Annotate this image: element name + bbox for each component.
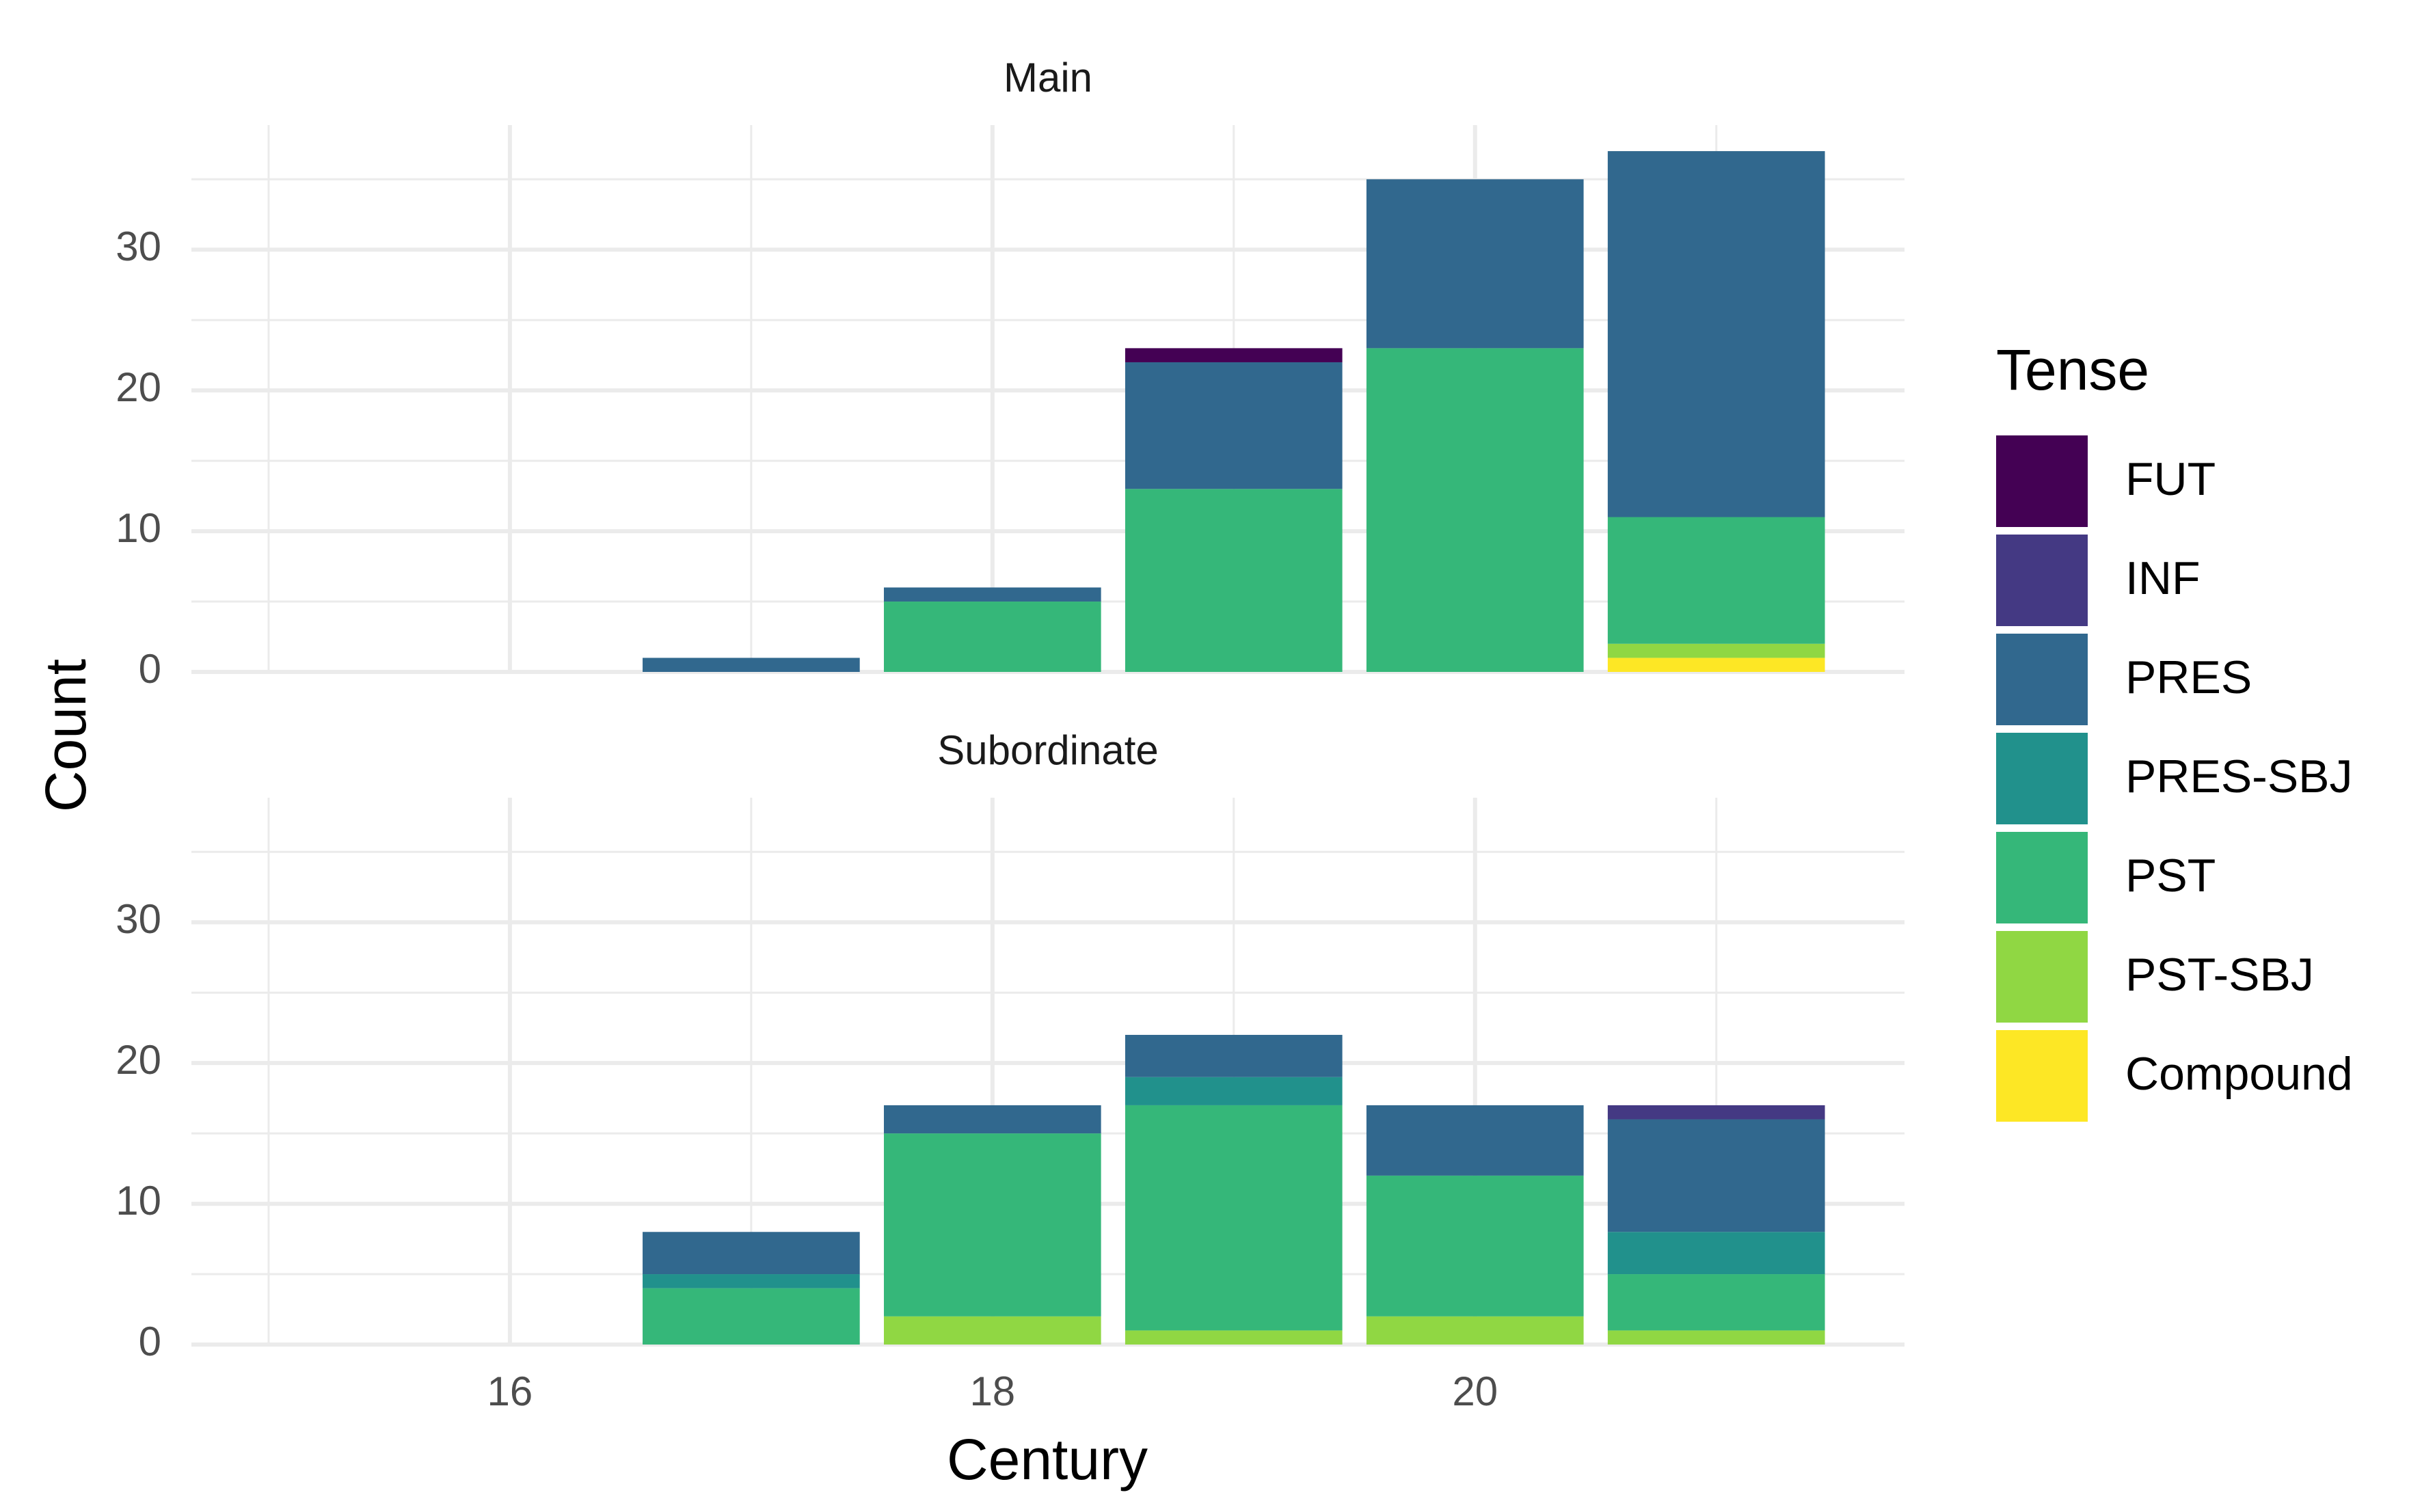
legend-label: Compound — [2125, 1048, 2353, 1100]
bar-segment-pres — [883, 1105, 1101, 1134]
y-tick-label: 30 — [116, 224, 161, 269]
legend-items: FUT INF PRES PRES-SBJ PST PST-SBJ Compound — [1996, 435, 2353, 1122]
y-tick-label: 20 — [116, 364, 161, 410]
bar-segment-pres-sbj — [1607, 1232, 1825, 1275]
legend: Tense FUT INF PRES PRES-SBJ PST PST-SBJ Compou… — [1996, 338, 2353, 1122]
bar-segment-pst-sbj — [1366, 1316, 1584, 1345]
bar-segment-pst-sbj — [883, 1316, 1101, 1345]
bar-segment-pst — [1607, 517, 1825, 644]
bar-segment-pres — [1125, 1034, 1343, 1077]
bar-segment-pst — [1366, 348, 1584, 672]
facet-strip-title: Main — [1004, 55, 1092, 100]
bar-segment-pres — [643, 658, 860, 672]
y-tick-label: 10 — [116, 1178, 161, 1224]
legend-key-pres — [1996, 634, 2088, 725]
bar-segment-pres — [1366, 1105, 1584, 1176]
x-tick-labels: 16 18 20 — [487, 1368, 1498, 1414]
panel-main: Main 0 10 20 30 — [116, 55, 1905, 692]
panel-subordinate: Subordinate 0 10 20 30 — [116, 727, 1905, 1364]
legend-label: PRES-SBJ — [2125, 751, 2353, 802]
bar-segment-pres — [1607, 1119, 1825, 1232]
legend-label: INF — [2125, 552, 2201, 604]
legend-key-fut — [1996, 435, 2088, 527]
legend-key-pst — [1996, 832, 2088, 923]
legend-label: PST-SBJ — [2125, 949, 2314, 1001]
bar-segment-pst-sbj — [1125, 1330, 1343, 1345]
bar-segment-pres — [1125, 362, 1343, 489]
bar-segment-pst-sbj — [1607, 643, 1825, 658]
y-tick-label: 0 — [139, 646, 161, 692]
bar-segment-pres — [1366, 179, 1584, 349]
bar-segment-pst — [883, 1133, 1101, 1317]
legend-key-inf — [1996, 535, 2088, 626]
y-tick-label: 10 — [116, 505, 161, 551]
bar-segment-pres — [643, 1232, 860, 1275]
bars — [643, 151, 1825, 672]
bar-segment-pst — [1125, 489, 1343, 672]
y-axis-title: Count — [33, 659, 98, 812]
bar-segment-pres-sbj — [1125, 1077, 1343, 1105]
bar-segment-pres — [883, 587, 1101, 602]
legend-key-compound — [1996, 1030, 2088, 1122]
bar-segment-pst — [1366, 1175, 1584, 1317]
bars — [643, 1034, 1825, 1345]
legend-key-pst-sbj — [1996, 931, 2088, 1023]
x-tick-label: 20 — [1452, 1368, 1498, 1414]
x-tick-label: 16 — [487, 1368, 533, 1414]
bar-segment-pst — [1607, 1274, 1825, 1331]
legend-key-pres-sbj — [1996, 733, 2088, 824]
y-tick-label: 0 — [139, 1319, 161, 1364]
facet-strip-title: Subordinate — [937, 727, 1159, 773]
bar-segment-pst — [1125, 1105, 1343, 1331]
legend-label: PST — [2125, 850, 2216, 902]
bar-segment-pres-sbj — [643, 1274, 860, 1288]
bar-segment-pst-sbj — [1607, 1330, 1825, 1345]
bar-segment-fut — [1125, 348, 1343, 362]
bar-segment-inf — [1607, 1105, 1825, 1120]
bar-segment-pres — [1607, 151, 1825, 517]
legend-label: FUT — [2125, 453, 2216, 505]
legend-title: Tense — [1996, 338, 2149, 402]
x-tick-label: 18 — [969, 1368, 1015, 1414]
facet-panels: Main 0 10 20 30 Subordinate 0 10 20 30 16 18 20 — [116, 55, 1905, 1414]
legend-label: PRES — [2125, 651, 2252, 703]
y-tick-label: 30 — [116, 896, 161, 942]
bar-segment-pst — [883, 602, 1101, 672]
bar-segment-compound — [1607, 658, 1825, 672]
x-axis-title: Century — [947, 1427, 1148, 1491]
bar-segment-pst — [643, 1288, 860, 1345]
y-tick-label: 20 — [116, 1037, 161, 1083]
